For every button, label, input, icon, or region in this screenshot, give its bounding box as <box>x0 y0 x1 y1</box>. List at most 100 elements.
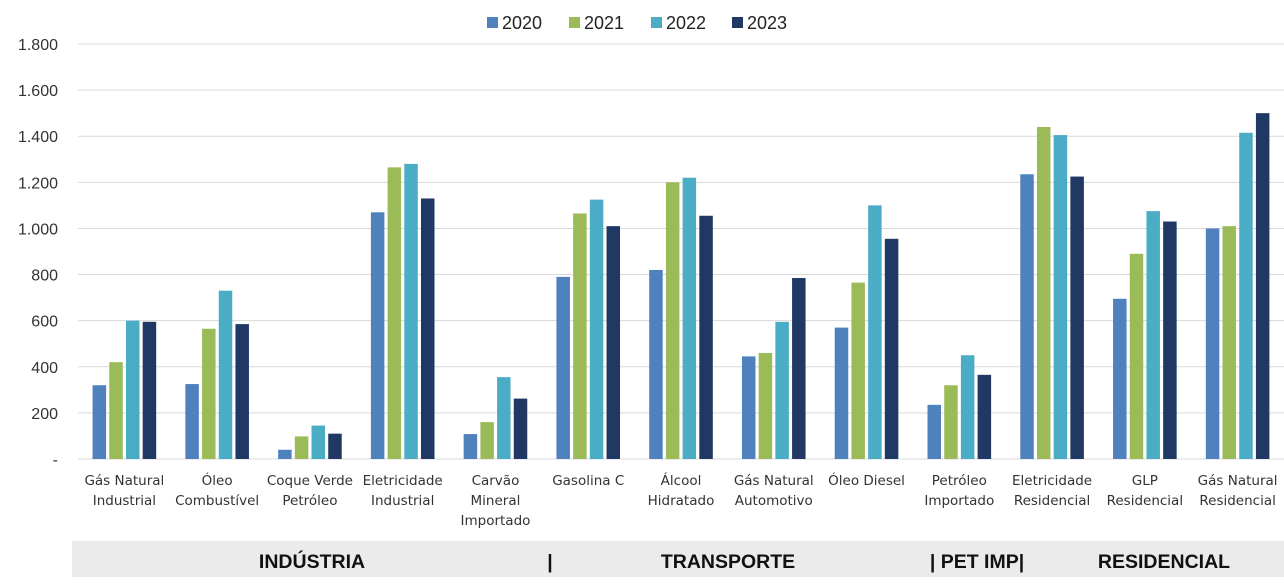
bar-2020-9 <box>927 404 942 459</box>
bar-2020-7 <box>741 356 756 459</box>
category-label: Eletricidade <box>1012 473 1092 489</box>
bar-2021-4 <box>480 422 494 459</box>
bar-2023-4 <box>513 398 528 459</box>
bar-2023-8 <box>884 238 899 459</box>
sector-label-pet-imp: | PET IMP| <box>929 551 1025 573</box>
bar-2021-0 <box>109 362 123 459</box>
bar-2020-5 <box>556 276 570 459</box>
category-label: Óleo Diesel <box>828 471 905 489</box>
bar-2023-7 <box>792 278 806 459</box>
bar-chart: - 200 400 600 800 1.000 1.200 1.400 1.600 1.800 G… <box>18 13 1284 529</box>
category-label: Importado <box>924 493 994 509</box>
bar-2021-12 <box>1222 226 1237 459</box>
bars <box>92 113 1270 460</box>
bar-2022-5 <box>589 199 604 459</box>
legend-swatch-2022 <box>651 17 662 28</box>
bar-2022-10 <box>1053 135 1068 459</box>
bar-2021-2 <box>294 436 309 459</box>
category-label: Combustível <box>175 493 259 509</box>
bar-2021-1 <box>202 328 216 459</box>
legend-swatch-2023 <box>732 17 743 28</box>
bar-2020-4 <box>463 434 478 459</box>
bar-2022-6 <box>682 177 697 459</box>
bar-2020-8 <box>834 327 849 459</box>
bar-2022-1 <box>218 290 233 459</box>
y-tick-label: 1.200 <box>18 175 58 192</box>
bar-2021-9 <box>944 385 958 459</box>
bar-2020-2 <box>278 449 292 459</box>
y-tick-label: 1.800 <box>18 37 58 54</box>
category-label: Eletricidade <box>363 473 443 489</box>
category-label: Mineral <box>471 493 521 509</box>
category-label: Petróleo <box>282 493 337 509</box>
category-label: Automotivo <box>735 493 813 509</box>
category-label: Residencial <box>1199 493 1276 509</box>
bar-2020-11 <box>1113 298 1127 459</box>
bar-2023-2 <box>328 433 342 459</box>
sector-label-industria: INDÚSTRIA <box>258 551 366 573</box>
bar-2021-8 <box>851 282 865 459</box>
x-axis-categories: Gás Natural Industrial Óleo Combustível Coqu… <box>84 471 1277 529</box>
category-label: Petróleo <box>932 473 987 489</box>
bar-2021-3 <box>387 167 402 459</box>
bar-2022-8 <box>868 205 882 459</box>
legend: 2020 2021 2022 2023 <box>487 13 787 33</box>
category-label: Residencial <box>1107 493 1184 509</box>
bar-2020-1 <box>185 384 199 459</box>
bar-2021-6 <box>665 182 680 460</box>
category-label: Carvão <box>472 473 520 489</box>
y-tick-label: 1.600 <box>18 83 58 100</box>
sector-label-transporte: TRANSPORTE <box>660 551 796 573</box>
y-tick-label: 1.400 <box>18 129 58 146</box>
bar-2022-0 <box>125 320 140 459</box>
legend-label-2023: 2023 <box>747 13 787 33</box>
sector-band: INDÚSTRIA | TRANSPORTE | PET IMP| RESIDE… <box>72 541 1284 577</box>
sector-label-residencial: RESIDENCIAL <box>1097 551 1231 573</box>
bar-2020-12 <box>1205 228 1220 459</box>
category-label: Industrial <box>93 493 156 509</box>
bar-2021-11 <box>1129 253 1144 459</box>
bar-2021-10 <box>1036 127 1051 459</box>
category-label: Álcool <box>661 472 702 489</box>
bar-2023-10 <box>1070 176 1084 459</box>
category-label: GLP <box>1132 473 1158 489</box>
bar-2022-9 <box>960 355 975 459</box>
bar-2020-10 <box>1020 174 1034 459</box>
bar-2023-0 <box>142 321 157 459</box>
bar-2020-3 <box>370 212 385 459</box>
bar-2020-0 <box>92 385 107 459</box>
bar-2020-6 <box>649 269 663 459</box>
bar-2022-4 <box>497 377 511 459</box>
legend-label-2021: 2021 <box>584 13 624 33</box>
category-label: Residencial <box>1014 493 1091 509</box>
bar-2021-5 <box>573 213 587 459</box>
legend-swatch-2021 <box>569 17 580 28</box>
category-label: Gasolina C <box>552 473 624 489</box>
sector-divider: | <box>547 551 553 573</box>
y-tick-label: 600 <box>31 314 58 331</box>
category-label: Gás Natural <box>734 473 814 489</box>
bar-2022-3 <box>404 163 418 459</box>
bar-2023-3 <box>420 198 435 459</box>
gridlines <box>78 43 1284 460</box>
category-label: Industrial <box>371 493 434 509</box>
y-tick-label: 1.000 <box>18 221 58 238</box>
category-label: Gás Natural <box>84 473 164 489</box>
legend-label-2022: 2022 <box>666 13 706 33</box>
bar-2023-9 <box>977 374 992 459</box>
y-tick-label: 400 <box>31 360 58 377</box>
y-tick-label: - <box>53 452 58 469</box>
bar-2022-12 <box>1239 132 1253 459</box>
bar-2023-11 <box>1163 221 1177 459</box>
category-label: Gás Natural <box>1198 473 1278 489</box>
category-label: Hidratado <box>648 493 715 509</box>
legend-swatch-2020 <box>487 17 498 28</box>
category-label: Óleo <box>202 471 233 489</box>
bar-2023-5 <box>606 226 621 459</box>
bar-2023-6 <box>699 215 713 459</box>
y-tick-label: 200 <box>31 406 58 423</box>
bar-2022-11 <box>1146 211 1160 459</box>
bar-2021-7 <box>758 352 773 459</box>
bar-2023-12 <box>1255 113 1270 460</box>
bar-2022-2 <box>311 425 326 459</box>
